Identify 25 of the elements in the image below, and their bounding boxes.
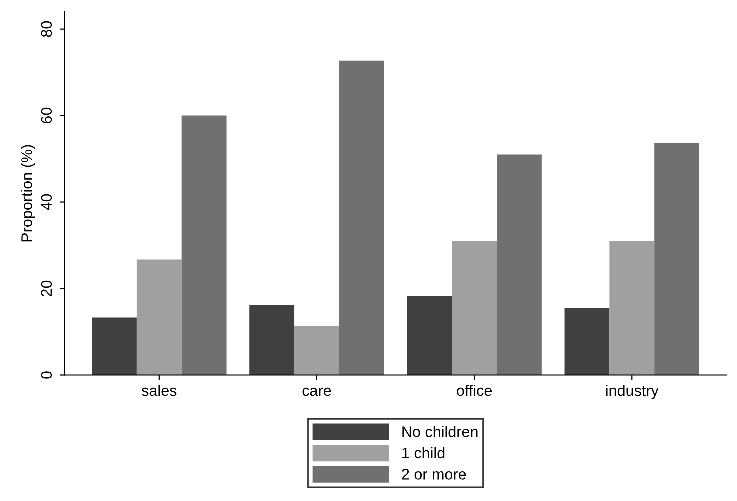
x-tick-label: care [302,388,332,396]
y-tick-label: 0 [41,372,52,379]
bar [339,60,384,376]
legend-label: No children [402,426,478,438]
bar [452,241,498,376]
y-axis-title: Proportion (%) [21,145,36,242]
y-tick-label: 20 [41,280,52,296]
x-tick-label: sales [142,384,177,396]
bar [294,326,340,376]
bar [136,260,182,376]
legend-label: 1 child [402,447,445,459]
bar [250,305,295,376]
bar [497,154,542,376]
bar [564,308,610,376]
y-tick-label: 60 [41,108,52,124]
bar [654,143,700,376]
bar [610,241,655,376]
x-tick-label: office [457,384,492,396]
legend-label: 2 or more [402,469,466,480]
y-tick-label: 40 [41,194,52,210]
bar [92,318,137,376]
bar [407,296,452,376]
y-tick-label: 80 [41,21,52,38]
bar [182,116,227,376]
x-tick-label: industry [606,384,659,400]
